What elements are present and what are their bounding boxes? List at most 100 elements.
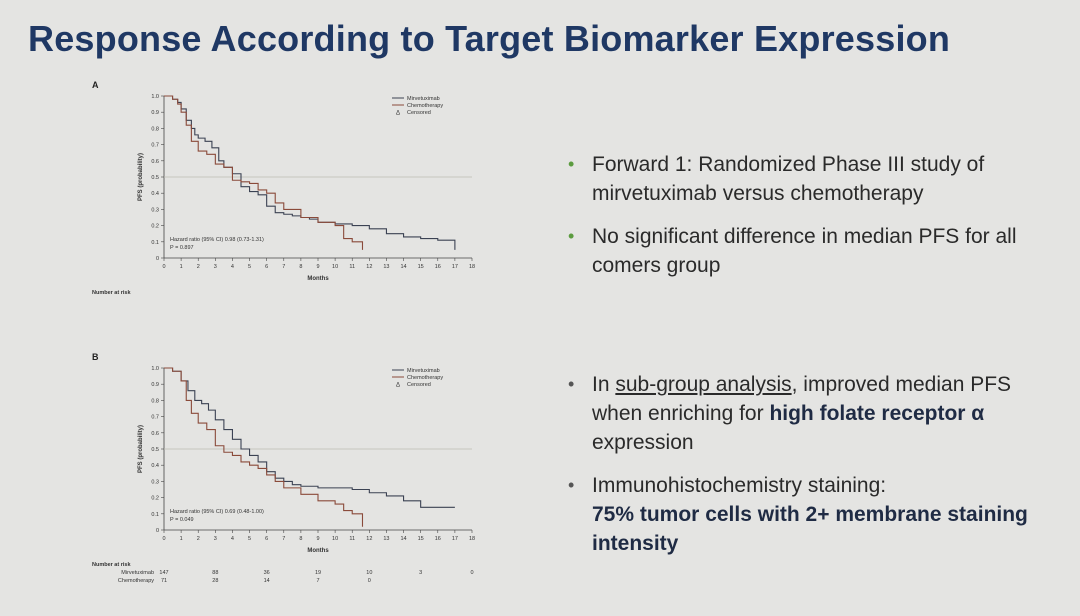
legend-label: Mirvetuximab — [407, 96, 440, 102]
bullet-text: Forward 1: Randomized Phase III study of… — [592, 153, 985, 205]
km-line-mirvetuximab — [164, 367, 455, 508]
y-tick-label: 0.5 — [151, 175, 159, 181]
bullet-mid: , improved median PFS when enriching for — [592, 373, 1012, 425]
y-tick-label: 0.2 — [151, 224, 159, 230]
x-tick-label: 4 — [231, 536, 234, 542]
bullets-top: • Forward 1: Randomized Phase III study … — [568, 150, 1058, 294]
p-value-annotation: P = 0.049 — [170, 517, 194, 523]
bullet-subgroup: • In sub-group analysis, improved median… — [568, 370, 1058, 457]
y-tick-label: 0.8 — [151, 398, 159, 404]
km-line-mirvetuximab — [164, 95, 456, 250]
x-tick-label: 3 — [214, 536, 217, 542]
x-axis-label: Months — [307, 548, 329, 554]
x-tick-label: 5 — [248, 264, 251, 270]
risk-table-cell: 3 — [419, 570, 422, 576]
km-line-chemotherapy — [164, 367, 364, 527]
x-tick-label: 2 — [197, 264, 200, 270]
x-tick-label: 17 — [452, 536, 458, 542]
x-tick-label: 12 — [366, 536, 372, 542]
x-tick-label: 18 — [469, 536, 475, 542]
x-tick-label: 14 — [400, 264, 406, 270]
bullet-bold: high folate receptor α — [769, 402, 985, 425]
x-tick-label: 8 — [299, 536, 302, 542]
y-tick-label: 0.4 — [151, 191, 159, 197]
y-tick-label: 0.7 — [151, 415, 159, 421]
y-tick-label: 0.5 — [151, 447, 159, 453]
risk-table-cell: 10 — [366, 570, 372, 576]
y-axis-label: PFS (probability) — [138, 153, 144, 201]
y-tick-label: 0.8 — [151, 126, 159, 132]
bullet-prefix: In — [592, 373, 616, 396]
legend-label: Chemotherapy — [407, 103, 443, 109]
legend-label: Chemotherapy — [407, 375, 443, 381]
y-tick-label: 0.9 — [151, 382, 159, 388]
risk-table-cell: 88 — [212, 570, 218, 576]
y-tick-label: 0.3 — [151, 479, 159, 485]
risk-table-cell: 0 — [368, 578, 371, 584]
x-tick-label: 3 — [214, 264, 217, 270]
x-tick-label: 15 — [418, 264, 424, 270]
risk-table-cell: 19 — [315, 570, 321, 576]
km-line-chemotherapy — [164, 95, 364, 250]
x-tick-label: 11 — [349, 536, 355, 542]
bullet-suffix: expression — [592, 431, 694, 454]
x-tick-label: 0 — [162, 536, 165, 542]
x-tick-label: 14 — [400, 536, 406, 542]
y-tick-label: 0 — [156, 528, 159, 534]
bullets-bottom: • In sub-group analysis, improved median… — [568, 370, 1058, 572]
risk-table-cell: 147 — [159, 570, 168, 576]
y-tick-label: 0.6 — [151, 431, 159, 437]
x-tick-label: 0 — [162, 264, 165, 270]
risk-table-cell: 14 — [264, 578, 270, 584]
x-tick-label: 18 — [469, 264, 475, 270]
km-chart-a: 00.10.20.30.40.50.60.70.80.91.00 1 2 3 4 5 6 7 8… — [92, 94, 475, 296]
x-tick-label: 6 — [265, 264, 268, 270]
x-tick-label: 1 — [180, 264, 183, 270]
x-tick-label: 13 — [383, 264, 389, 270]
x-tick-label: 1 — [180, 536, 183, 542]
bullet-dot-icon: • — [568, 374, 575, 394]
x-tick-label: 16 — [435, 264, 441, 270]
y-tick-label: 0.1 — [151, 512, 159, 518]
x-tick-label: 9 — [316, 536, 319, 542]
x-tick-label: 17 — [452, 264, 458, 270]
x-tick-label: 10 — [332, 264, 338, 270]
x-tick-label: 8 — [299, 264, 302, 270]
y-tick-label: 0.2 — [151, 496, 159, 502]
risk-table-cell: 28 — [212, 578, 218, 584]
x-tick-label: 7 — [282, 264, 285, 270]
legend-label: Censored — [407, 382, 431, 388]
y-axis-label: PFS (probability) — [138, 425, 144, 473]
y-tick-label: 0.7 — [151, 143, 159, 149]
censored-marker-icon: Δ — [396, 111, 400, 117]
y-tick-label: 0.1 — [151, 240, 159, 246]
x-tick-label: 6 — [265, 536, 268, 542]
bullet-ihc: • Immunohistochemistry staining: 75% tum… — [568, 471, 1058, 558]
panel-letter-a: A — [92, 80, 99, 90]
censored-marker-icon: Δ — [396, 383, 400, 389]
slide-title: Response According to Target Biomarker E… — [28, 18, 951, 59]
hazard-ratio-annotation: Hazard ratio (95% CI) 0.69 (0.48-1.00) — [170, 509, 264, 515]
y-tick-label: 1.0 — [151, 94, 159, 100]
y-tick-label: 0.9 — [151, 110, 159, 116]
x-tick-label: 5 — [248, 536, 251, 542]
y-tick-label: 0.4 — [151, 463, 159, 469]
x-tick-label: 13 — [383, 536, 389, 542]
bullet-ihc-text: Immunohistochemistry staining: — [592, 474, 887, 497]
bullet-ihc-bold: 75% tumor cells with 2+ membrane stainin… — [592, 503, 1028, 555]
risk-table-header: Number at risk — [92, 290, 131, 296]
km-chart-b: 00.10.20.30.40.50.60.70.80.91.00 1 2 3 4 5 6 7 8… — [92, 366, 475, 584]
y-tick-label: 0.6 — [151, 159, 159, 165]
legend-label: Censored — [407, 110, 431, 116]
panel-letter-b: B — [92, 352, 99, 362]
x-axis-label: Months — [307, 276, 329, 282]
bullet-no-difference: • No significant difference in median PF… — [568, 222, 1058, 280]
x-tick-label: 16 — [435, 536, 441, 542]
bullet-forward-1: • Forward 1: Randomized Phase III study … — [568, 150, 1058, 208]
risk-table-cell: 36 — [264, 570, 270, 576]
x-tick-label: 11 — [349, 264, 355, 270]
risk-table-header: Number at risk — [92, 562, 131, 568]
bullet-dot-icon: • — [568, 475, 575, 495]
risk-table-cell: 7 — [316, 578, 319, 584]
risk-table-row-label: Chemotherapy — [118, 578, 154, 584]
